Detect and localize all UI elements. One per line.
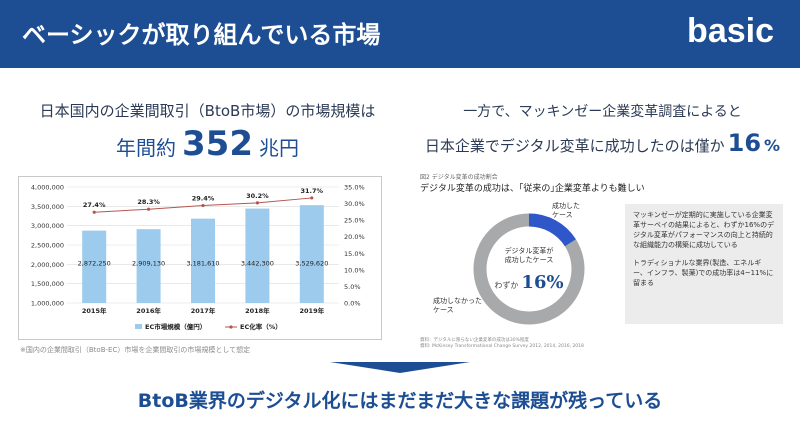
line-point-ec-rate [147, 207, 151, 211]
x-tick-label: 2018年 [245, 306, 270, 315]
donut-success-label: 成功した ケース [552, 202, 580, 220]
line-value-label: 31.7% [301, 187, 324, 195]
bar-value-label: 3,442,300 [241, 259, 274, 267]
y2-tick-label: 35.0% [344, 184, 365, 192]
x-tick-label: 2016年 [136, 306, 161, 315]
market-size-headline: 年間約 352 兆円 [0, 124, 415, 164]
bar-value-label: 3,529,620 [295, 259, 328, 267]
line-value-label: 29.4% [192, 195, 215, 203]
header-bar: ベーシックが取り組んでいる市場 basic [0, 0, 800, 68]
y2-tick-label: 10.0% [344, 266, 365, 274]
survey-figure-subtitle: デジタル変革の成功は、｢従来の｣企業変革よりも難しい [420, 184, 645, 194]
survey-summary-1: マッキンゼーが定期的に実施している企業変革サーベイの結果によると、わずか16%の… [633, 211, 775, 249]
survey-source-line-2: 資料: McKinsey Transformational Change Sur… [420, 344, 584, 349]
survey-summary-2: トラディショナルな業界(製造、エネルギー、インフラ、製薬)での成功率は4~11%… [633, 259, 774, 287]
donut-center-line-2: 成功したケース [504, 256, 554, 264]
line-point-ec-rate [310, 196, 314, 200]
y-tick-label: 2,000,000 [31, 261, 64, 269]
legend-swatch-bars [135, 324, 142, 329]
donut-center-number: 16% [521, 272, 564, 293]
y-tick-label: 3,000,000 [31, 222, 64, 230]
legend-label-line: EC化率（%） [240, 322, 282, 331]
conclusion-text: BtoB業界のデジタル化にはまだまだ大きな課題が残っている [137, 390, 663, 412]
market-size-number: 352 [182, 124, 253, 164]
line-value-label: 28.3% [137, 198, 160, 206]
bar-ec-market [245, 208, 270, 303]
market-chart-svg: 1,000,000 1,500,000 2,000,000 2,500,000 3,00… [31, 184, 365, 332]
market-intro-text: 日本国内の企業間取引（BtoB市場）の市場規模は [39, 102, 376, 120]
donut-center-line-1: デジタル変革が [504, 247, 554, 255]
line-point-ec-rate [255, 201, 259, 205]
donut-center-value: わずか 16% [470, 272, 588, 293]
y-tick-label: 1,000,000 [31, 300, 64, 308]
survey-figure-title: 図2 デジタル変革の成功割合 [420, 174, 498, 181]
bar-value-label: 3,181,610 [186, 259, 219, 267]
y-tick-label: 4,000,000 [31, 184, 64, 192]
survey-source-line-1: 資料：デジタルに限らない企業変革の成功は30%程度 [420, 338, 529, 343]
bar-ec-market [136, 229, 161, 303]
y-tick-label: 2,500,000 [31, 242, 64, 250]
donut-fail-label: 成功しなかった ケース [433, 297, 482, 315]
y2-tick-label: 25.0% [344, 217, 365, 225]
survey-intro-text: 一方で、マッキンゼー企業変革調査によると [463, 104, 742, 120]
survey-summary-box: マッキンゼーが定期的に実施している企業変革サーベイの結果によると、わずか16%の… [625, 204, 783, 324]
y2-tick-label: 15.0% [344, 250, 365, 258]
donut-fail-label-1: 成功しなかった [433, 297, 482, 305]
bar-value-label: 2,872,250 [78, 259, 111, 267]
bar-ec-market [299, 205, 324, 303]
donut-success-label-1: 成功した [552, 202, 580, 210]
line-value-label: 27.4% [83, 201, 106, 209]
market-chart: 1,000,000 1,500,000 2,000,000 2,500,000 3,00… [18, 176, 382, 340]
y2-tick-label: 5.0% [344, 283, 361, 291]
down-arrow-icon [330, 362, 470, 373]
x-tick-label: 2019年 [300, 306, 325, 315]
y2-tick-label: 20.0% [344, 233, 365, 241]
legend-label-bars: EC市場規模（億円） [145, 322, 206, 331]
x-tick-label: 2017年 [191, 306, 216, 315]
donut-success-label-2: ケース [552, 211, 573, 219]
y2-tick-label: 0.0% [344, 300, 361, 308]
donut-fail-label-2: ケース [433, 306, 454, 314]
page-title: ベーシックが取り組んでいる市場 [22, 21, 381, 49]
line-point-ec-rate [201, 203, 205, 208]
line-point-ec-rate [92, 210, 96, 214]
chart-footnote: ※国内の企業間取引（BtoB-EC）市場を企業間取引の市場規模として想定 [20, 346, 251, 354]
donut-success-arc [528, 213, 576, 247]
market-size-prefix: 年間約 [116, 136, 176, 160]
market-size-unit: 兆円 [258, 136, 299, 160]
bar-ec-market [191, 218, 215, 303]
success-rate-headline: 日本企業でデジタル変革に成功したのは僅か 16% [405, 129, 800, 157]
bar-value-label: 2,909,130 [132, 259, 165, 267]
y2-tick-label: 30.0% [344, 200, 365, 208]
donut-center-caption: デジタル変革が 成功したケース [470, 247, 588, 265]
survey-source: 資料：デジタルに限らない企業変革の成功は30%程度 資料: McKinsey T… [420, 338, 584, 350]
success-rate-text: 日本企業でデジタル変革に成功したのは僅か [424, 137, 725, 155]
bar-ec-market [82, 230, 107, 303]
line-value-label: 30.2% [246, 192, 269, 200]
success-rate-number: 16 [727, 129, 762, 157]
y-tick-label: 3,500,000 [31, 203, 64, 211]
legend-swatch-line-point [229, 325, 233, 329]
success-donut-chart [473, 213, 585, 325]
success-rate-unit: % [764, 136, 781, 155]
donut-center-prefix: わずか [494, 281, 519, 290]
x-tick-label: 2015年 [82, 306, 107, 315]
brand-logo: basic [687, 12, 774, 50]
y-tick-label: 1,500,000 [31, 280, 64, 288]
